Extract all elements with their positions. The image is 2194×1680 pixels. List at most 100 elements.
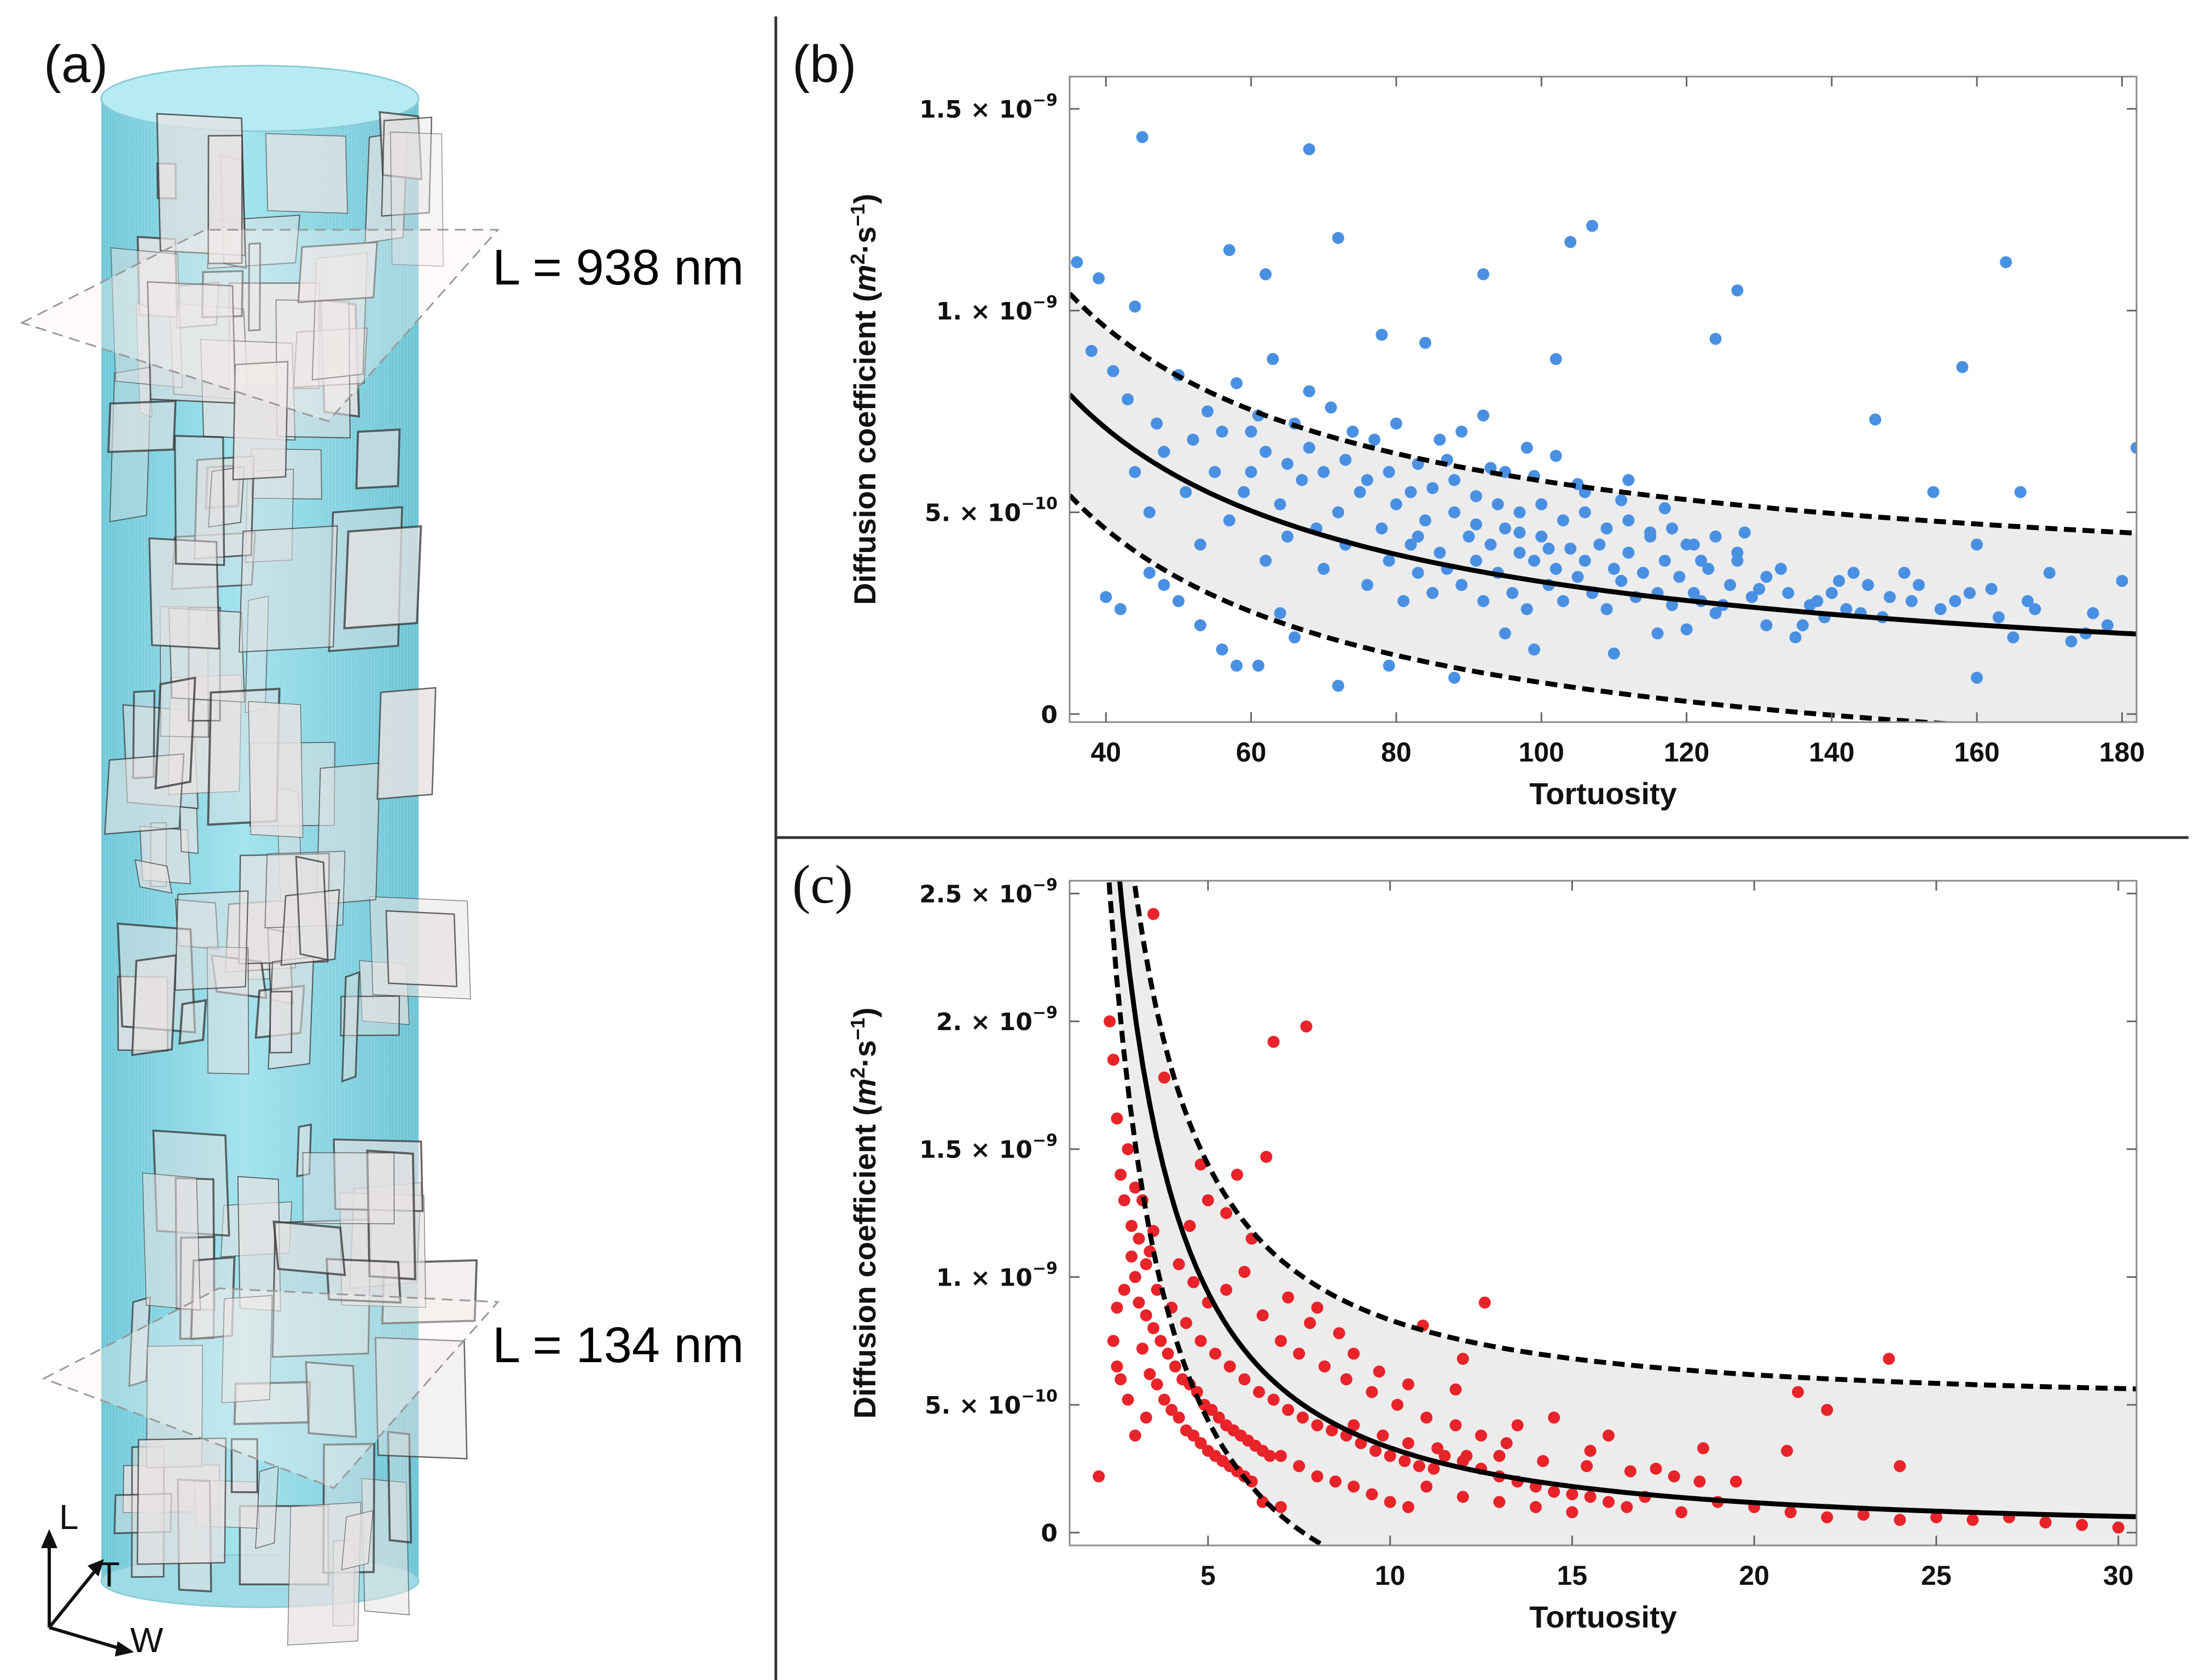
- data-point: [1520, 603, 1533, 615]
- data-point: [1104, 1015, 1116, 1027]
- data-point: [1709, 607, 1722, 619]
- crack-plane: [207, 135, 243, 264]
- data-point: [1293, 1347, 1305, 1360]
- data-point: [1122, 1393, 1134, 1406]
- data-point: [1898, 567, 1911, 579]
- data-point: [1140, 1309, 1152, 1322]
- data-point: [1275, 1501, 1287, 1513]
- data-point: [1245, 1475, 1258, 1488]
- data-point: [1484, 538, 1497, 551]
- data-point: [1332, 679, 1344, 692]
- crack-plane: [148, 537, 220, 650]
- data-point: [2007, 631, 2019, 644]
- data-point: [1549, 450, 1562, 462]
- data-point: [1223, 514, 1235, 527]
- data-point: [1402, 1501, 1414, 1513]
- data-point: [1122, 1143, 1134, 1155]
- data-point: [2116, 574, 2128, 587]
- data-point: [1129, 300, 1141, 313]
- data-point: [1413, 1460, 1425, 1473]
- upper-bound-line: [1131, 881, 2137, 1392]
- data-point: [1125, 1250, 1138, 1263]
- crack-plane: [295, 856, 329, 961]
- x-axis-label: Tortuosity: [1529, 776, 1677, 811]
- data-point: [1566, 1506, 1578, 1519]
- slice-label-bottom: L = 134 nm: [492, 1317, 744, 1373]
- upper-bound-line: [1070, 292, 2137, 536]
- data-point: [2112, 1521, 2125, 1534]
- data-point: [1586, 219, 1599, 232]
- crack-plane: [305, 1361, 357, 1438]
- data-point: [1296, 474, 1308, 486]
- data-point: [1675, 1506, 1688, 1519]
- data-point: [1821, 1511, 1833, 1524]
- data-point: [1143, 567, 1156, 579]
- crack-plane: [374, 1336, 468, 1460]
- data-point: [1348, 1419, 1360, 1432]
- data-point: [1303, 143, 1315, 155]
- chart-c: 5 10 15 20 25 30 0 5. × 10−10 1. × 10−9 1.5 × 10−…: [846, 875, 2138, 1634]
- plot-area: [1093, 881, 2137, 1545]
- data-point: [1426, 482, 1439, 495]
- data-point: [1180, 486, 1192, 498]
- y-tick-label: 0: [1041, 701, 1058, 729]
- fit-curve: [1070, 392, 2137, 637]
- data-point: [1520, 441, 1533, 454]
- x-tick-label: 25: [1921, 1560, 1952, 1591]
- data-point: [1256, 1496, 1269, 1508]
- crack-plane: [128, 1296, 151, 1387]
- data-point: [1542, 542, 1555, 555]
- data-point: [1557, 595, 1569, 607]
- panel-c-letter: (c): [792, 854, 853, 915]
- data-point: [1571, 571, 1584, 583]
- x-tick-label: 160: [1954, 737, 1999, 768]
- data-point: [2101, 619, 2114, 631]
- crack-plane: [341, 1510, 374, 1571]
- data-point: [1607, 647, 1620, 660]
- data-point: [1894, 1460, 1906, 1473]
- cylinder-top: [100, 65, 420, 132]
- data-point: [1212, 1411, 1225, 1424]
- data-point: [1264, 1450, 1276, 1462]
- data-point: [1455, 579, 1468, 591]
- data-point: [1449, 1383, 1462, 1396]
- data-point: [1377, 1429, 1389, 1442]
- data-point: [1223, 244, 1235, 257]
- axis-letter-t: T: [98, 1555, 120, 1594]
- data-point: [1584, 1445, 1597, 1457]
- data-point: [1709, 333, 1722, 345]
- data-point: [1390, 417, 1402, 430]
- crack-plane: [134, 859, 172, 894]
- data-point: [1784, 1506, 1797, 1519]
- data-point: [1731, 547, 1744, 559]
- panel-c: (c) 5 10 15 20 25 30 0 5. × 10−10 1. × 10−9 1.5 ×…: [792, 854, 2138, 1634]
- data-point: [1615, 494, 1628, 507]
- data-point: [1220, 1207, 1233, 1219]
- data-point: [1129, 466, 1141, 478]
- data-point: [1493, 1450, 1506, 1462]
- data-point: [1231, 377, 1243, 390]
- data-point: [1475, 1429, 1487, 1442]
- x-tick-label: 20: [1739, 1560, 1769, 1591]
- data-point: [1913, 579, 1925, 591]
- data-point: [1869, 413, 1882, 426]
- data-point: [1821, 1404, 1833, 1416]
- data-point: [1402, 1378, 1414, 1391]
- panel-a: (a) L = 938 nm L = 134 nm L T W: [20, 35, 744, 1660]
- crack-plane: [173, 434, 225, 566]
- data-point: [1549, 562, 1562, 575]
- data-point: [1115, 1169, 1127, 1181]
- data-point: [1223, 1360, 1236, 1373]
- axis-letter-l: L: [59, 1497, 79, 1537]
- data-point: [1753, 583, 1766, 595]
- data-point: [1111, 1360, 1123, 1373]
- data-point: [1697, 1442, 1709, 1455]
- panel-a-letter: (a): [44, 35, 108, 94]
- data-point: [1702, 562, 1715, 575]
- data-point: [1470, 490, 1482, 502]
- data-point: [1140, 1411, 1152, 1424]
- data-point: [1317, 466, 1330, 478]
- y-tick-label: 2.5 × 10−9: [919, 875, 1058, 908]
- data-point: [1535, 498, 1548, 510]
- data-point: [1325, 401, 1337, 414]
